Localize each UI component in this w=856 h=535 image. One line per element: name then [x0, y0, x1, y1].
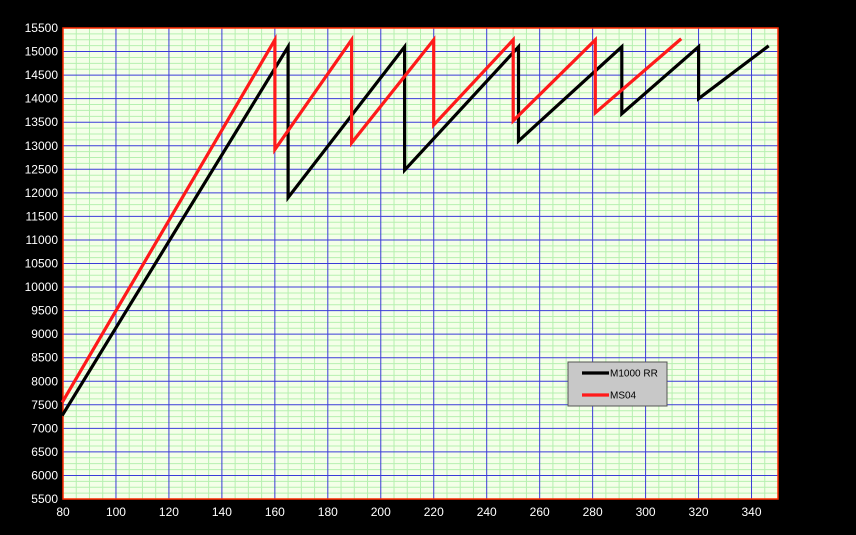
x-tick-label: 160: [265, 505, 285, 519]
y-tick-label: 5500: [31, 492, 58, 506]
y-tick-label: 15000: [25, 45, 59, 59]
y-tick-label: 13500: [25, 115, 59, 129]
series-line-ms04: [60, 33, 683, 404]
y-tick-label: 10500: [25, 257, 59, 271]
x-tick-label: 320: [689, 505, 709, 519]
x-tick-label: 100: [106, 505, 126, 519]
y-tick-label: 9000: [31, 327, 58, 341]
y-tick-label: 12000: [25, 186, 59, 200]
x-tick-label: 280: [583, 505, 603, 519]
y-tick-label: 8500: [31, 351, 58, 365]
x-tick-label: 120: [159, 505, 179, 519]
y-tick-label: 8000: [31, 374, 58, 388]
y-tick-label: 9500: [31, 304, 58, 318]
x-tick-label: 300: [636, 505, 656, 519]
legend-box: [567, 361, 668, 407]
series-layer: [60, 33, 770, 417]
series-line-m1000-rr: [60, 41, 770, 417]
y-tick-label: 11000: [26, 233, 59, 247]
x-tick-label: 260: [530, 505, 550, 519]
x-axis-ticks: 80 100 120 140 160 180 200 220 240 260 280 300 320 34…: [56, 505, 762, 519]
plot-border: [62, 27, 779, 500]
legend: M1000 RR MS04: [567, 361, 668, 407]
x-tick-label: 240: [477, 505, 497, 519]
x-tick-label: 340: [742, 505, 762, 519]
y-tick-label: 10000: [25, 280, 59, 294]
y-tick-label: 6500: [31, 445, 58, 459]
y-tick-label: 14500: [25, 68, 59, 82]
x-tick-label: 220: [424, 505, 444, 519]
y-axis-ticks: 5500 6000 6500 7000 7500 8000 8500 9000 9500 1000…: [25, 21, 59, 506]
x-tick-label: 80: [56, 505, 70, 519]
legend-label: MS04: [610, 391, 637, 402]
x-tick-label: 200: [371, 505, 391, 519]
x-tick-label: 140: [212, 505, 232, 519]
y-tick-label: 7500: [31, 398, 58, 412]
y-tick-label: 7000: [31, 421, 58, 435]
y-tick-label: 15500: [25, 21, 59, 35]
y-tick-label: 12500: [25, 162, 59, 176]
major-grid: [62, 27, 778, 500]
y-tick-label: 13000: [25, 139, 59, 153]
legend-label: M1000 RR: [610, 369, 658, 380]
y-tick-label: 6000: [31, 468, 58, 482]
y-tick-label: 14000: [25, 92, 59, 106]
x-tick-label: 180: [318, 505, 338, 519]
y-tick-label: 11500: [26, 209, 59, 223]
